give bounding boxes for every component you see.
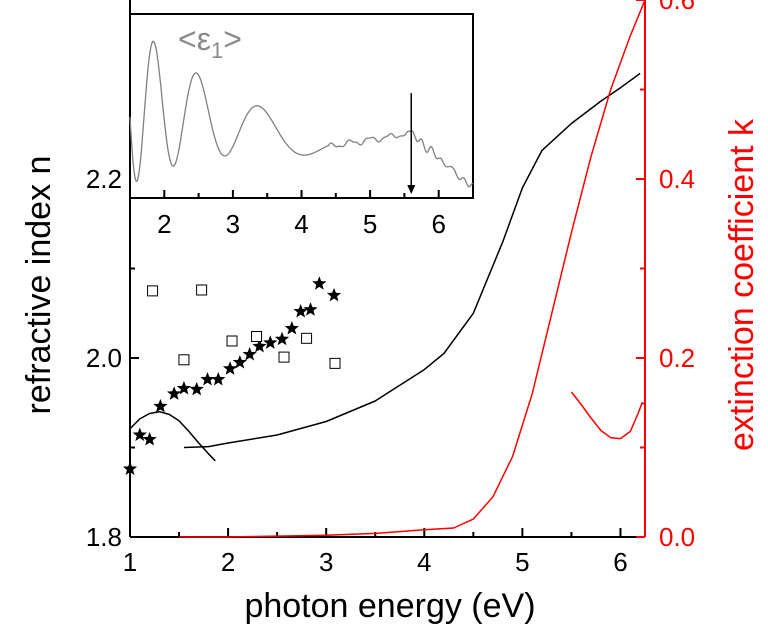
square-marker: [178, 354, 190, 366]
x-ticks: 1 2 3 4 5 6: [123, 528, 628, 577]
inset-epsilon-curve: [129, 40, 474, 188]
x-tick-label: 3: [319, 547, 333, 577]
square-marker: [251, 331, 263, 343]
inset-annotation: <ε1>: [178, 21, 242, 63]
series-line: [183, 72, 641, 449]
star-marker: [211, 371, 226, 386]
x-tick-label: 2: [221, 547, 235, 577]
x-tick-label: 5: [515, 547, 529, 577]
inset-x-tick-label: 3: [226, 209, 240, 239]
x-axis-title: photon energy (eV): [244, 587, 535, 625]
right-y-tick-label: 0.6: [659, 0, 695, 15]
series-line: [570, 391, 646, 440]
star-marker: [122, 461, 138, 476]
inset-plot: 2 3 4 5 6 <ε1>: [129, 13, 474, 239]
star-marker: [326, 287, 342, 302]
square-marker: [196, 284, 208, 296]
main-plot: 1 2 3 4 5 6 1.8 2.0 2.2 0.0 0.2 0.4 0.6: [86, 0, 695, 577]
right-y-ticks: 0.0 0.2 0.4 0.6: [636, 0, 695, 552]
square-marker: [278, 351, 290, 363]
star-marker: [189, 381, 204, 396]
square-marker: [329, 357, 341, 369]
star-marker: [232, 354, 247, 369]
series-layer: [122, 0, 646, 538]
star-marker: [200, 371, 215, 386]
square-marker: [301, 332, 313, 344]
left-y-tick-label: 2.0: [86, 343, 122, 373]
star-marker: [274, 331, 290, 346]
star-marker: [263, 335, 278, 349]
star-marker: [312, 276, 327, 290]
x-tick-label: 4: [417, 547, 431, 577]
left-y-axis-title: refractive index n: [20, 156, 58, 415]
inset-x-tick-label: 2: [157, 209, 171, 239]
inset-annotation-subscript: 1: [211, 38, 223, 63]
inset-series: [129, 40, 474, 194]
left-y-tick-label: 2.2: [86, 164, 122, 194]
star-marker: [142, 431, 157, 446]
star-marker: [284, 320, 299, 335]
inset-annotation-main: <ε: [178, 21, 211, 57]
left-y-ticks: 1.8 2.0 2.2: [86, 88, 139, 552]
inset-x-ticks: 2 3 4 5 6: [157, 190, 474, 239]
star-marker: [167, 386, 182, 400]
inset-x-tick-label: 4: [294, 209, 308, 239]
star-marker: [293, 303, 308, 318]
inset-x-tick-label: 5: [363, 209, 377, 239]
x-tick-label: 6: [613, 547, 627, 577]
series-line: [179, 0, 646, 538]
right-y-axis-title: extinction coefficient k: [723, 118, 761, 451]
right-y-tick-label: 0.4: [659, 164, 695, 194]
square-marker: [147, 285, 159, 297]
inset-arrow-head: [407, 185, 416, 194]
star-marker: [132, 427, 147, 442]
inset-frame: [129, 13, 474, 199]
right-y-tick-label: 0.2: [659, 343, 695, 373]
star-marker: [242, 346, 257, 361]
series-line: [129, 410, 216, 462]
right-y-tick-label: 0.0: [659, 522, 695, 552]
inset-x-tick-label: 6: [431, 209, 445, 239]
x-tick-label: 1: [123, 547, 137, 577]
star-marker: [153, 398, 168, 413]
star-marker: [303, 302, 318, 316]
star-marker: [222, 361, 238, 375]
star-marker: [252, 338, 267, 353]
left-y-tick-label: 1.8: [86, 522, 122, 552]
star-marker: [176, 380, 192, 395]
square-marker: [226, 335, 238, 347]
inset-annotation-close: >: [223, 21, 242, 57]
